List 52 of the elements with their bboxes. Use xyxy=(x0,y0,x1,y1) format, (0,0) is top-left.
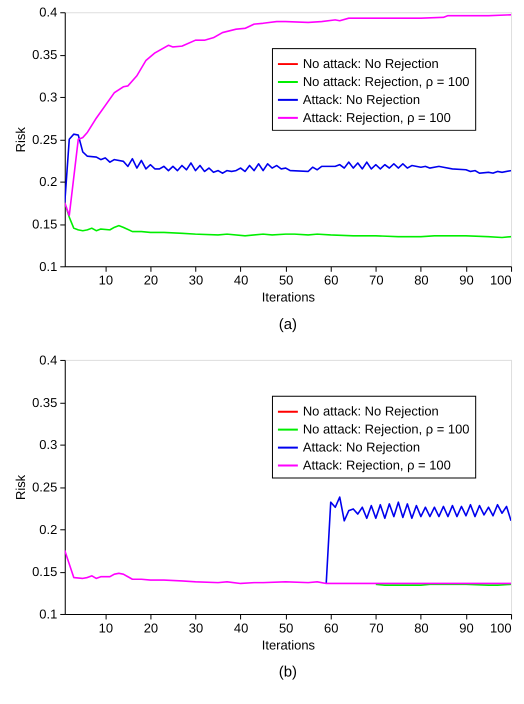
legend-label: No attack: Rejection, ρ = 100 xyxy=(302,74,470,89)
line-series xyxy=(325,496,512,584)
text: (a) xyxy=(278,316,298,334)
y-tick-label: 0.15 xyxy=(32,216,58,232)
x-tick-label: 100 xyxy=(490,620,512,636)
x-tick-label: 40 xyxy=(234,272,248,288)
y-tick-label: 0.2 xyxy=(39,174,58,190)
x-tick-label: 10 xyxy=(98,272,114,288)
y-tick-label: 0.4 xyxy=(39,352,58,368)
line-series xyxy=(64,133,512,204)
x-tick-label: 100 xyxy=(490,272,512,288)
x-tick-label: 20 xyxy=(144,272,158,288)
x-tick-label: 40 xyxy=(234,620,248,636)
y-tick-label: 0.25 xyxy=(32,132,58,147)
legend-label: Attack: Rejection, ρ = 100 xyxy=(302,458,451,473)
y-tick-label: 0.3 xyxy=(39,89,58,104)
legend-label: No attack: No Rejection xyxy=(302,404,439,419)
legend-label: Attack: No Rejection xyxy=(302,92,420,107)
x-tick-label: 70 xyxy=(369,272,384,288)
x-tick-label: 90 xyxy=(459,620,474,636)
line-series xyxy=(64,14,512,216)
y-axis-title: Risk xyxy=(13,474,28,500)
x-axis-title: Iterations xyxy=(262,637,316,652)
y-tick-label: 0.3 xyxy=(39,437,58,452)
x-tick-label: 80 xyxy=(414,272,429,288)
x-axis-title: Iterations xyxy=(262,290,316,305)
y-tick-label: 0.1 xyxy=(39,258,58,274)
y-tick-label: 0.35 xyxy=(32,394,58,410)
x-tick-label: 50 xyxy=(278,272,294,288)
y-axis-title: Risk xyxy=(13,126,28,152)
x-tick-label: 10 xyxy=(98,620,114,636)
y-tick-label: 0.35 xyxy=(32,47,58,62)
text: (b) xyxy=(278,664,298,681)
x-tick-label: 50 xyxy=(278,620,294,636)
x-tick-label: 80 xyxy=(414,620,429,636)
legend-label: Attack: Rejection, ρ = 100 xyxy=(302,110,451,125)
y-tick-label: 0.25 xyxy=(32,479,58,494)
legend-label: Attack: No Rejection xyxy=(302,440,420,455)
x-tick-label: 60 xyxy=(324,620,338,636)
y-tick-label: 0.2 xyxy=(39,522,58,537)
legend-label: No attack: No Rejection xyxy=(302,56,439,72)
line-series xyxy=(64,550,512,584)
x-tick-label: 30 xyxy=(188,272,204,288)
x-tick-label: 30 xyxy=(188,620,204,636)
x-tick-label: 20 xyxy=(144,620,158,636)
y-tick-label: 0.4 xyxy=(39,4,58,20)
y-tick-label: 0.15 xyxy=(32,564,58,580)
x-tick-label: 90 xyxy=(459,272,474,288)
x-tick-label: 70 xyxy=(369,620,384,636)
y-tick-label: 0.1 xyxy=(39,606,58,622)
legend-label: No attack: Rejection, ρ = 100 xyxy=(302,422,470,437)
x-tick-label: 60 xyxy=(324,272,338,288)
